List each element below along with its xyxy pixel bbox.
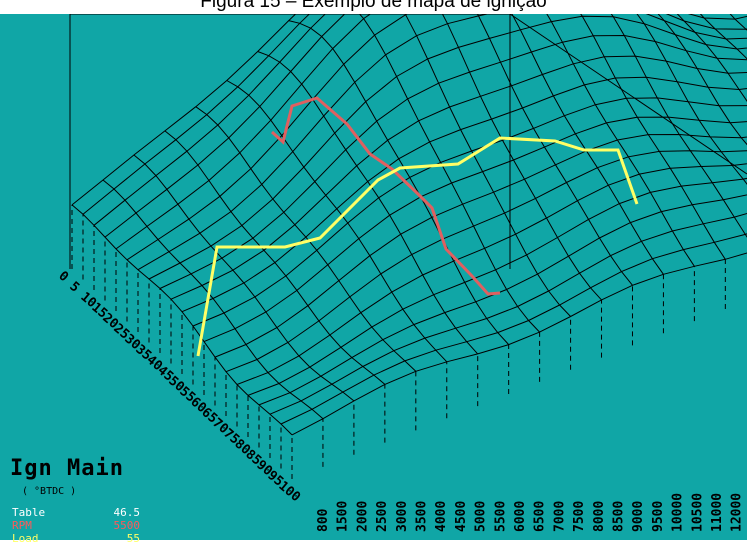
- mesh-load-line: [126, 14, 747, 261]
- map-title: Ign Main: [10, 456, 124, 481]
- load-tick-label: 5: [66, 279, 82, 296]
- mesh-rpm-line: [676, 14, 747, 102]
- rpm-tick-label: 1500: [336, 501, 351, 532]
- mesh-rpm-line: [441, 14, 602, 301]
- mesh-rpm-line: [257, 51, 479, 355]
- mesh-rpm-line: [546, 14, 695, 267]
- rpm-tick-label: 12000: [730, 493, 745, 532]
- mesh-rpm-line: [102, 179, 324, 420]
- mesh-rpm-line: [511, 14, 664, 275]
- mesh-rpm-line: [636, 14, 747, 185]
- rpm-trace-line: [270, 96, 501, 296]
- rpm-tick-label: 7000: [552, 501, 567, 532]
- info-row-rpm: RPM 5500: [10, 519, 140, 532]
- mesh-rpm-line: [580, 14, 726, 260]
- mesh-rpm-line: [657, 14, 747, 146]
- map-unit: ( °BTDC ): [22, 486, 77, 497]
- mesh-load-line: [258, 194, 747, 406]
- mesh-load-line: [192, 97, 747, 327]
- mesh-load-line: [203, 116, 747, 343]
- mesh-rpm-line: [404, 14, 571, 317]
- mesh-rpm-line: [358, 14, 540, 333]
- load-label: Load: [12, 532, 39, 545]
- mesh-load-line: [269, 213, 747, 415]
- rpm-tick-label: 3500: [415, 501, 430, 532]
- rpm-tick-label: 800: [316, 508, 331, 532]
- mesh-load-line: [170, 55, 747, 300]
- rpm-tick-label: 3000: [395, 501, 410, 532]
- mesh-rpm-line: [133, 154, 355, 402]
- plot-frame: [69, 14, 747, 269]
- rpm-value: 5500: [113, 519, 141, 532]
- mesh-rpm-line: [226, 80, 448, 363]
- mesh-load-line: [247, 177, 747, 396]
- mesh-load-line: [115, 14, 747, 250]
- rpm-tick-label: 4000: [434, 501, 449, 532]
- figure-caption: Figura 15 – Exemplo de mapa de ignição: [200, 0, 547, 12]
- mesh-rpm-line: [71, 204, 293, 436]
- ignition-map-panel: 0 5 10 15 20 25 30 35 40 45 50 55 60 65 70 75 80 85 90 95 10…: [0, 14, 747, 545]
- mesh-load-line: [104, 14, 346, 238]
- rpm-tick-label: 4500: [454, 501, 469, 532]
- ignition-3d-surface-plot: 0510152025303540455055606570758085909510…: [55, 14, 747, 532]
- map-info-box: Ign Main ( °BTDC ) Table 46.5 RPM 5500 L…: [10, 456, 210, 545]
- mesh-rpm-line: [288, 20, 510, 345]
- rpm-tick-label: 5000: [474, 501, 489, 532]
- mesh-rpm-line: [164, 130, 386, 385]
- table-value: 46.5: [113, 506, 141, 519]
- rpm-tick-label: 10500: [690, 493, 705, 532]
- rpm-tick-label: 9500: [651, 501, 666, 532]
- mesh-load-line: [71, 14, 297, 206]
- rpm-tick-label: 2000: [355, 501, 370, 532]
- mesh-load-line: [225, 150, 747, 373]
- mesh-rpm-line: [195, 106, 417, 372]
- rpm-tick-label: 5500: [493, 501, 508, 532]
- rpm-axis-ticks: 800 1500 2000 2500 3000 3500 4000 4500 5000 5500 6…: [316, 493, 745, 532]
- load-tick-label: 0: [55, 269, 71, 286]
- info-row-load: Load 55: [10, 532, 140, 545]
- rpm-tick-label: 8500: [612, 501, 627, 532]
- table-label: Table: [12, 506, 46, 519]
- mesh-load-line: [280, 233, 747, 425]
- mesh-load-line: [159, 34, 747, 289]
- mesh-load-line: [214, 133, 747, 358]
- surface-drop-lines: [71, 204, 726, 479]
- rpm-tick-label: 9000: [631, 501, 646, 532]
- load-axis-ticks: 0510152025303540455055606570758085909510…: [55, 269, 303, 506]
- mesh-load-line: [148, 15, 747, 280]
- mesh-rpm-line: [476, 14, 633, 286]
- rpm-tick-label: 10000: [671, 493, 686, 532]
- mesh-load-line: [291, 252, 747, 436]
- rpm-tick-label: 8000: [592, 501, 607, 532]
- mesh-load-line: [82, 14, 311, 215]
- mesh-load-line: [236, 163, 747, 385]
- info-row-table: Table 46.5: [10, 506, 140, 519]
- mesh-load-line: [93, 14, 326, 226]
- rpm-tick-label: 2500: [375, 501, 390, 532]
- load-trace-line: [196, 136, 639, 357]
- rpm-tick-label: 11000: [710, 493, 725, 532]
- mesh-rpm-line: [610, 14, 747, 238]
- rpm-label: RPM: [12, 519, 32, 532]
- surface-mesh: [71, 14, 747, 436]
- rpm-tick-label: 7500: [572, 501, 587, 532]
- rpm-tick-label: 6000: [513, 501, 528, 532]
- mesh-load-line: [137, 14, 747, 271]
- mesh-rpm-line: [729, 14, 747, 31]
- rpm-tick-label: 6500: [533, 501, 548, 532]
- load-value: 55: [126, 532, 140, 545]
- mesh-load-line: [181, 76, 747, 313]
